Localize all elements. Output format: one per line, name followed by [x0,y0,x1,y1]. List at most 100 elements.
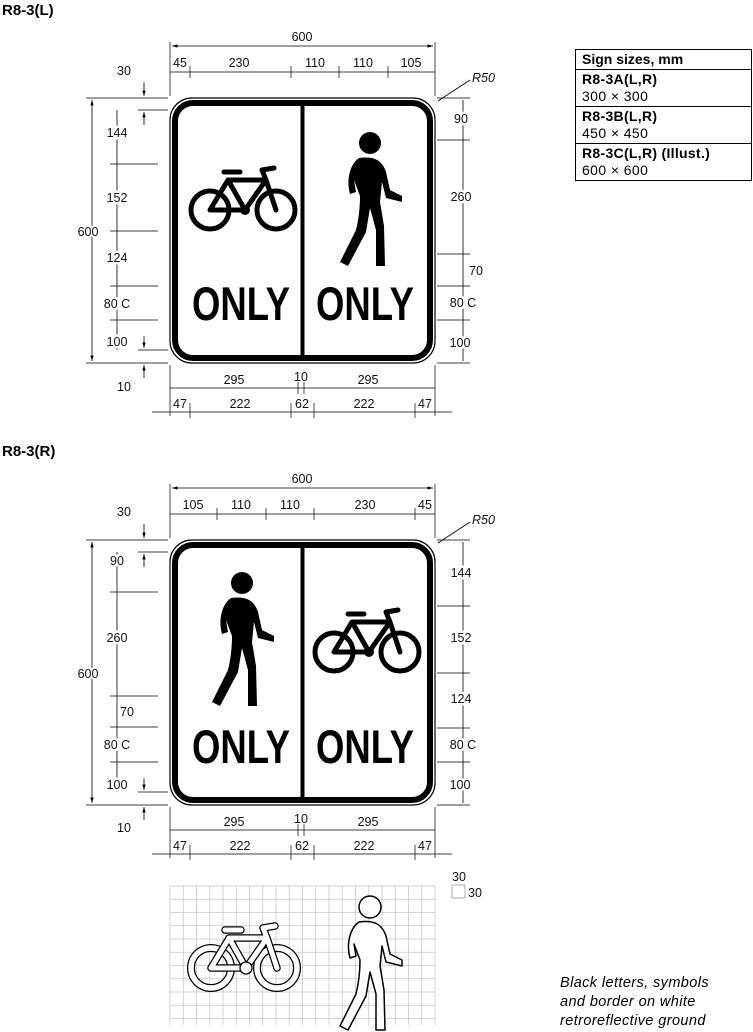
sign-text-only: ONLY [192,277,290,330]
dimensions-left: 600 45 230 110 110 105 600 600 144 144 1… [76,30,495,418]
symbol-grid: 30 30 [169,870,482,1031]
sign-size-row: R8-3B(L,R) 450 × 450 [576,106,751,143]
dimension-label: 45 [418,498,432,512]
svg-text:260: 260 [451,190,472,204]
dimension-label: 90 [454,112,468,126]
dimension-label: 70 [120,705,134,719]
svg-text:80 C: 80 C [104,297,130,311]
dimension-label: 10 [294,370,308,384]
dimensions-right: 600 105 110 110 230 45 600 600 90 90 260… [76,472,495,860]
svg-text:90: 90 [110,554,124,568]
sign-size-value: 600 × 600 [582,162,649,178]
material-note-line: and border on white [560,994,696,1010]
dimension-label: 124 [107,251,128,265]
dimension-label: 105 [401,56,422,70]
svg-text:144: 144 [107,126,128,140]
dimension-label: 10 [294,812,308,826]
dimension-label: 45 [173,56,187,70]
dimension-label: 110 [280,498,300,512]
dimension-label: 152 [107,191,128,205]
sign-sizes-header: Sign sizes, mm [582,51,684,67]
sign-sizes-table: Sign sizes, mm R8-3A(L,R) 300 × 300 R8-3… [575,49,752,181]
dimension-label: 105 [183,498,204,512]
title-right: R8-3(R) [2,443,55,460]
sign-size-row: R8-3A(L,R) 300 × 300 [576,69,751,106]
material-note-line: Black letters, symbols [560,975,710,991]
dimension-label: 152 [451,631,472,645]
dimension-label: 295 [358,373,379,387]
dimension-label: 222 [354,397,375,411]
dimension-label: 600 [78,667,99,681]
title-left: R8-3(L) [2,2,54,19]
svg-text:152: 152 [107,191,128,205]
dimension-label: 47 [418,397,432,411]
dimension-label: 295 [358,815,379,829]
sign-size-code: R8-3A(L,R) [582,71,658,87]
sign-size-value: 450 × 450 [582,125,649,141]
svg-text:124: 124 [107,251,128,265]
dimension-label: 100 [450,778,471,792]
dimension-label: 30 [117,505,131,519]
dimension-label: 600 [78,225,99,239]
dimension-label: 222 [354,839,375,853]
dimension-label: 295 [224,815,245,829]
grid-scale-label: 30 [468,886,482,900]
dimension-label: 80 C [450,738,476,752]
svg-text:100: 100 [450,336,471,350]
sign-text-only: ONLY [192,720,290,773]
dimension-label: 144 [451,566,472,580]
grid-scale-label: 30 [452,870,466,884]
svg-text:100: 100 [450,778,471,792]
dimension-label: 90 [110,554,124,568]
dimension-label: 70 [469,264,483,278]
dimension-label: 110 [353,56,373,70]
sign-text-only: ONLY [316,277,414,330]
dimension-label: 80 C [104,297,130,311]
dimension-label: 10 [117,821,131,835]
material-note-line: retroreflective ground [560,1013,706,1029]
pedestrian-outline-icon [339,895,403,1031]
dimension-label: 230 [355,498,376,512]
dimension-label: 124 [451,692,472,706]
dimension-label: 62 [295,397,309,411]
radius-label: R50 [472,513,495,527]
svg-text:80 C: 80 C [104,738,130,752]
dimension-label: 80 C [104,738,130,752]
dimension-label: 47 [173,839,187,853]
dimension-label: 260 [107,631,128,645]
sign-size-code: R8-3C(L,R) (Illust.) [582,145,711,161]
sign-size-value: 300 × 300 [582,88,649,104]
dimension-label: 100 [107,335,128,349]
dimension-label: 80 C [450,296,476,310]
sign-right: ONLY ONLY [169,539,436,806]
dimension-label: 100 [107,778,128,792]
svg-text:100: 100 [107,778,128,792]
dimension-label: 600 [292,472,313,486]
radius-label: R50 [472,71,495,85]
dimension-label: 222 [230,397,251,411]
dimension-label: 222 [230,839,251,853]
svg-text:260: 260 [107,631,128,645]
sign-left: ONLY ONLY [169,97,436,364]
svg-text:600: 600 [78,225,99,239]
grid-scale-square [451,884,466,899]
sign-size-code: R8-3B(L,R) [582,108,658,124]
dimension-label: 100 [450,336,471,350]
dimension-label: 230 [229,56,250,70]
sign-text-only: ONLY [316,720,414,773]
svg-text:80 C: 80 C [450,296,476,310]
svg-text:600: 600 [78,667,99,681]
svg-text:90: 90 [454,112,468,126]
dimension-label: 260 [451,190,472,204]
dimension-label: 600 [292,30,313,44]
dimension-label: 295 [224,373,245,387]
dimension-label: 30 [117,64,131,78]
dimension-label: 47 [173,397,187,411]
dimension-label: 110 [305,56,325,70]
dimension-label: 62 [295,839,309,853]
dimension-label: 144 [107,126,128,140]
svg-text:152: 152 [451,631,472,645]
dimension-label: 10 [117,380,131,394]
svg-text:144: 144 [451,566,472,580]
